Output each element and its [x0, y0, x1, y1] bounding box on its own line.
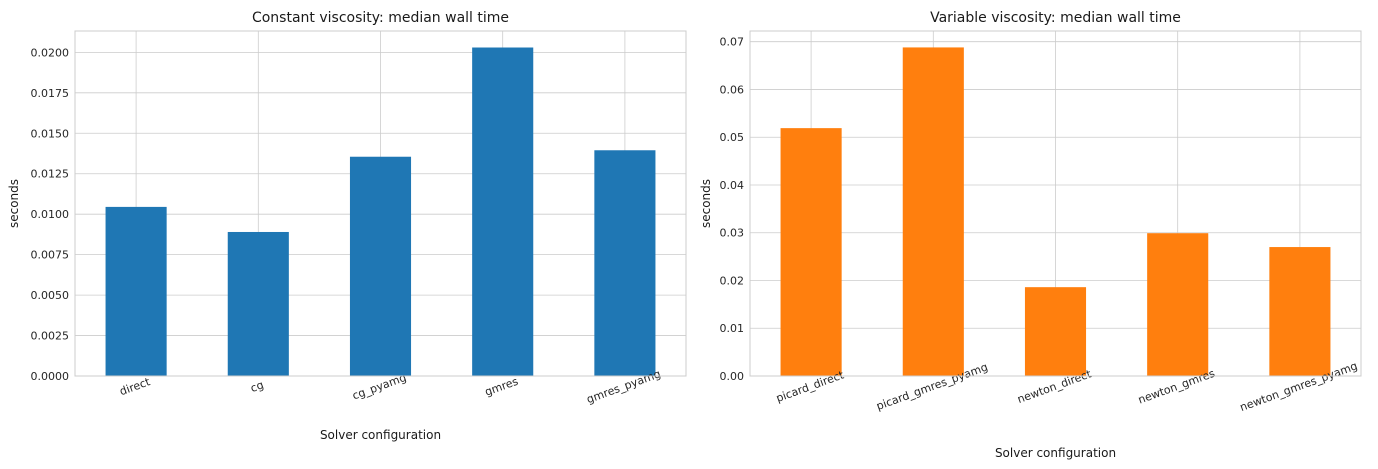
x-axis-label: Solver configuration — [320, 428, 441, 442]
bar-newton_gmres_pyamg — [1269, 247, 1331, 376]
y-tick-label: 0.03 — [720, 227, 745, 240]
y-axis-label: seconds — [7, 179, 21, 228]
y-tick-label: 0.0100 — [31, 208, 70, 221]
bar-newton_gmres — [1147, 233, 1209, 376]
chart-title: Variable viscosity: median wall time — [930, 10, 1181, 26]
x-tick-label: cg — [249, 378, 266, 395]
y-tick-label: 0.07 — [720, 36, 745, 49]
bar-picard_gmres_pyamg — [902, 47, 964, 377]
y-tick-label: 0.0150 — [31, 127, 70, 140]
chart-title: Constant viscosity: median wall time — [252, 10, 509, 26]
bar-gmres_pyamg — [594, 150, 656, 376]
y-tick-label: 0.0025 — [31, 330, 70, 343]
y-tick-label: 0.0000 — [31, 370, 70, 383]
y-tick-label: 0.0050 — [31, 289, 70, 302]
y-tick-label: 0.04 — [720, 179, 745, 192]
y-tick-label: 0.0175 — [31, 87, 70, 100]
y-tick-label: 0.02 — [720, 274, 745, 287]
plot-frame — [749, 30, 1362, 377]
bars — [780, 47, 1331, 377]
bar-cg — [227, 231, 289, 376]
y-tick-label: 0.01 — [720, 322, 745, 335]
x-axis-label: Solver configuration — [995, 446, 1116, 460]
bar-picard_direct — [780, 128, 842, 376]
plot-frame — [74, 30, 687, 377]
y-tick-label: 0.06 — [720, 83, 745, 96]
chart-variable-viscosity: Variable viscosity: median wall time sec… — [699, 10, 1362, 460]
y-axis-label: seconds — [699, 179, 713, 228]
bar-newton_direct — [1024, 287, 1087, 376]
y-tick-label: 0.0075 — [31, 249, 70, 262]
bars — [105, 47, 656, 377]
bar-cg_pyamg — [349, 156, 412, 376]
y-tick-label: 0.0125 — [31, 168, 70, 181]
bar-direct — [105, 206, 167, 376]
y-tick-label: 0.00 — [720, 370, 745, 383]
y-tick-label: 0.0200 — [31, 46, 70, 59]
bar-gmres — [472, 47, 534, 377]
y-tick-label: 0.05 — [720, 131, 745, 144]
chart-constant-viscosity: Constant viscosity: median wall time sec… — [7, 10, 687, 442]
